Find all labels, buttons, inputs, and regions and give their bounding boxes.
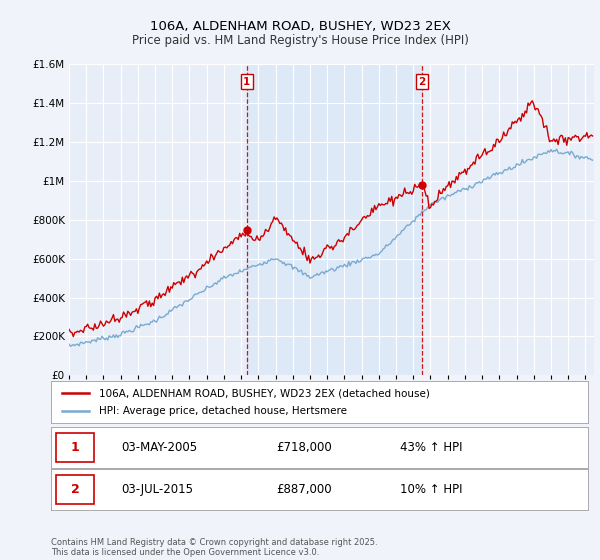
FancyBboxPatch shape	[56, 475, 94, 503]
Text: 03-MAY-2005: 03-MAY-2005	[121, 441, 197, 454]
Text: 1: 1	[243, 77, 250, 87]
Text: 2: 2	[418, 77, 425, 87]
Text: Price paid vs. HM Land Registry's House Price Index (HPI): Price paid vs. HM Land Registry's House …	[131, 34, 469, 46]
Text: 1: 1	[71, 441, 80, 454]
Text: 10% ↑ HPI: 10% ↑ HPI	[400, 483, 463, 496]
Text: 43% ↑ HPI: 43% ↑ HPI	[400, 441, 463, 454]
Text: £718,000: £718,000	[277, 441, 332, 454]
Text: Contains HM Land Registry data © Crown copyright and database right 2025.
This d: Contains HM Land Registry data © Crown c…	[51, 538, 377, 557]
Text: 03-JUL-2015: 03-JUL-2015	[121, 483, 193, 496]
Bar	[247, 64, 422, 375]
Text: HPI: Average price, detached house, Hertsmere: HPI: Average price, detached house, Hert…	[100, 406, 347, 416]
Text: £887,000: £887,000	[277, 483, 332, 496]
Text: 106A, ALDENHAM ROAD, BUSHEY, WD23 2EX (detached house): 106A, ALDENHAM ROAD, BUSHEY, WD23 2EX (d…	[100, 389, 430, 398]
Text: 106A, ALDENHAM ROAD, BUSHEY, WD23 2EX: 106A, ALDENHAM ROAD, BUSHEY, WD23 2EX	[149, 20, 451, 32]
FancyBboxPatch shape	[56, 433, 94, 461]
Text: 2: 2	[71, 483, 80, 496]
